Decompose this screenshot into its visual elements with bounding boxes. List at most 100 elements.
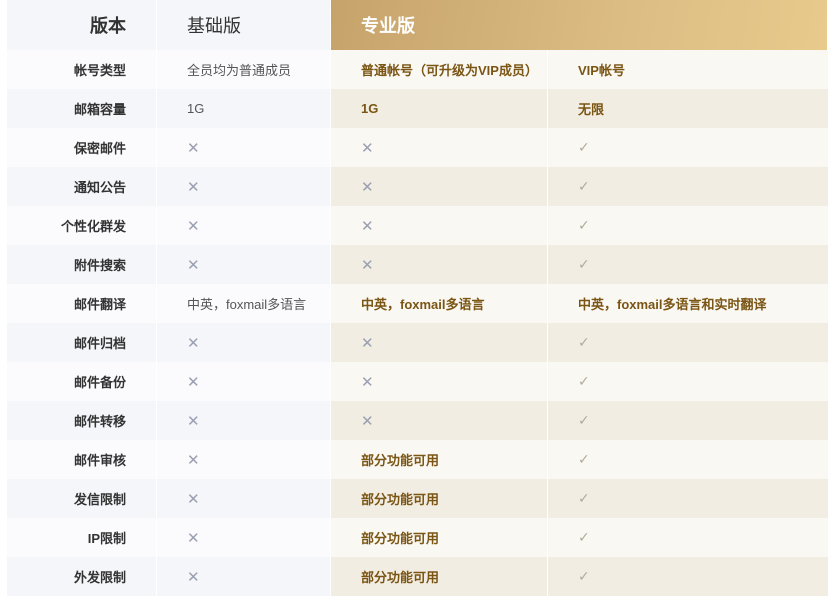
pro-vip-cell: ✓ [548,557,828,596]
pro-vip-cell: ✓ [548,479,828,518]
feature-label: 邮件归档 [7,323,157,362]
table-row: 邮件审核 ✕ 部分功能可用 ✓ [7,440,828,479]
check-icon: ✓ [578,139,590,155]
table-body: 帐号类型 全员均为普通成员 普通帐号（可升级为VIP成员） VIP帐号 邮箱容量 1G 1G… [7,50,828,596]
check-icon: ✓ [578,412,590,428]
feature-label: 邮件备份 [7,362,157,401]
cross-icon: ✕ [361,217,374,235]
check-icon: ✓ [578,529,590,545]
header-pro-edition: 专业版 [331,0,828,50]
check-icon: ✓ [578,568,590,584]
cross-icon: ✕ [187,451,200,469]
cross-icon: ✕ [187,568,200,586]
cross-icon: ✕ [187,256,200,274]
pro-cell: 中英，foxmail多语言 [331,284,548,323]
basic-cell: ✕ [157,440,331,479]
pro-cell: ✕ [331,323,548,362]
pro-cell: 部分功能可用 [331,440,548,479]
table-row: IP限制 ✕ 部分功能可用 ✓ [7,518,828,557]
cross-icon: ✕ [187,334,200,352]
basic-cell: ✕ [157,245,331,284]
feature-label: 外发限制 [7,557,157,596]
table-row: 邮件转移 ✕ ✕ ✓ [7,401,828,440]
pro-vip-cell: ✓ [548,362,828,401]
basic-cell: 全员均为普通成员 [157,50,331,89]
feature-label: IP限制 [7,518,157,557]
check-icon: ✓ [578,178,590,194]
cross-icon: ✕ [361,178,374,196]
feature-label: 邮件审核 [7,440,157,479]
table-row: 保密邮件 ✕ ✕ ✓ [7,128,828,167]
pro-cell: 部分功能可用 [331,479,548,518]
table-row: 个性化群发 ✕ ✕ ✓ [7,206,828,245]
pro-cell: 普通帐号（可升级为VIP成员） [331,50,548,89]
feature-label: 邮件转移 [7,401,157,440]
feature-label: 保密邮件 [7,128,157,167]
cross-icon: ✕ [361,139,374,157]
table-row: 邮箱容量 1G 1G 无限 [7,89,828,128]
basic-cell: ✕ [157,479,331,518]
feature-label: 邮箱容量 [7,89,157,128]
pro-vip-cell: ✓ [548,323,828,362]
basic-cell: ✕ [157,167,331,206]
table-row: 邮件归档 ✕ ✕ ✓ [7,323,828,362]
pro-cell: ✕ [331,167,548,206]
pro-vip-cell: ✓ [548,128,828,167]
pro-vip-cell: ✓ [548,245,828,284]
pro-vip-cell: 无限 [548,89,828,128]
cross-icon: ✕ [187,139,200,157]
check-icon: ✓ [578,256,590,272]
header-row: 版本 基础版 专业版 [7,0,828,50]
table-row: 邮件备份 ✕ ✕ ✓ [7,362,828,401]
basic-cell: ✕ [157,206,331,245]
basic-cell: ✕ [157,128,331,167]
feature-label: 邮件翻译 [7,284,157,323]
table-row: 邮件翻译 中英，foxmail多语言 中英，foxmail多语言 中英，foxmail… [7,284,828,323]
table-row: 通知公告 ✕ ✕ ✓ [7,167,828,206]
cross-icon: ✕ [187,490,200,508]
feature-label: 发信限制 [7,479,157,518]
check-icon: ✓ [578,217,590,233]
pro-cell: ✕ [331,401,548,440]
header-version: 版本 [7,0,157,50]
cross-icon: ✕ [187,373,200,391]
basic-cell: 中英，foxmail多语言 [157,284,331,323]
basic-cell: ✕ [157,518,331,557]
cross-icon: ✕ [187,529,200,547]
basic-cell: 1G [157,89,331,128]
basic-cell: ✕ [157,323,331,362]
check-icon: ✓ [578,451,590,467]
pro-vip-cell: 中英，foxmail多语言和实时翻译 [548,284,828,323]
cross-icon: ✕ [187,217,200,235]
check-icon: ✓ [578,334,590,350]
check-icon: ✓ [578,373,590,389]
feature-label: 帐号类型 [7,50,157,89]
feature-label: 个性化群发 [7,206,157,245]
pro-cell: ✕ [331,128,548,167]
table-row: 帐号类型 全员均为普通成员 普通帐号（可升级为VIP成员） VIP帐号 [7,50,828,89]
cross-icon: ✕ [361,373,374,391]
pro-cell: 部分功能可用 [331,518,548,557]
pro-cell: ✕ [331,245,548,284]
pro-vip-cell: ✓ [548,440,828,479]
cross-icon: ✕ [361,334,374,352]
table-row: 发信限制 ✕ 部分功能可用 ✓ [7,479,828,518]
pro-cell: 1G [331,89,548,128]
basic-cell: ✕ [157,557,331,596]
edition-comparison-table: 版本 基础版 专业版 帐号类型 全员均为普通成员 普通帐号（可升级为VIP成员） VI… [7,0,828,596]
pro-cell: ✕ [331,362,548,401]
cross-icon: ✕ [187,412,200,430]
cross-icon: ✕ [361,256,374,274]
pro-vip-cell: VIP帐号 [548,50,828,89]
basic-cell: ✕ [157,362,331,401]
feature-label: 通知公告 [7,167,157,206]
pro-cell: ✕ [331,206,548,245]
pro-vip-cell: ✓ [548,518,828,557]
feature-label: 附件搜索 [7,245,157,284]
cross-icon: ✕ [361,412,374,430]
header-basic-edition: 基础版 [157,0,331,50]
pro-cell: 部分功能可用 [331,557,548,596]
cross-icon: ✕ [187,178,200,196]
check-icon: ✓ [578,490,590,506]
pro-vip-cell: ✓ [548,206,828,245]
